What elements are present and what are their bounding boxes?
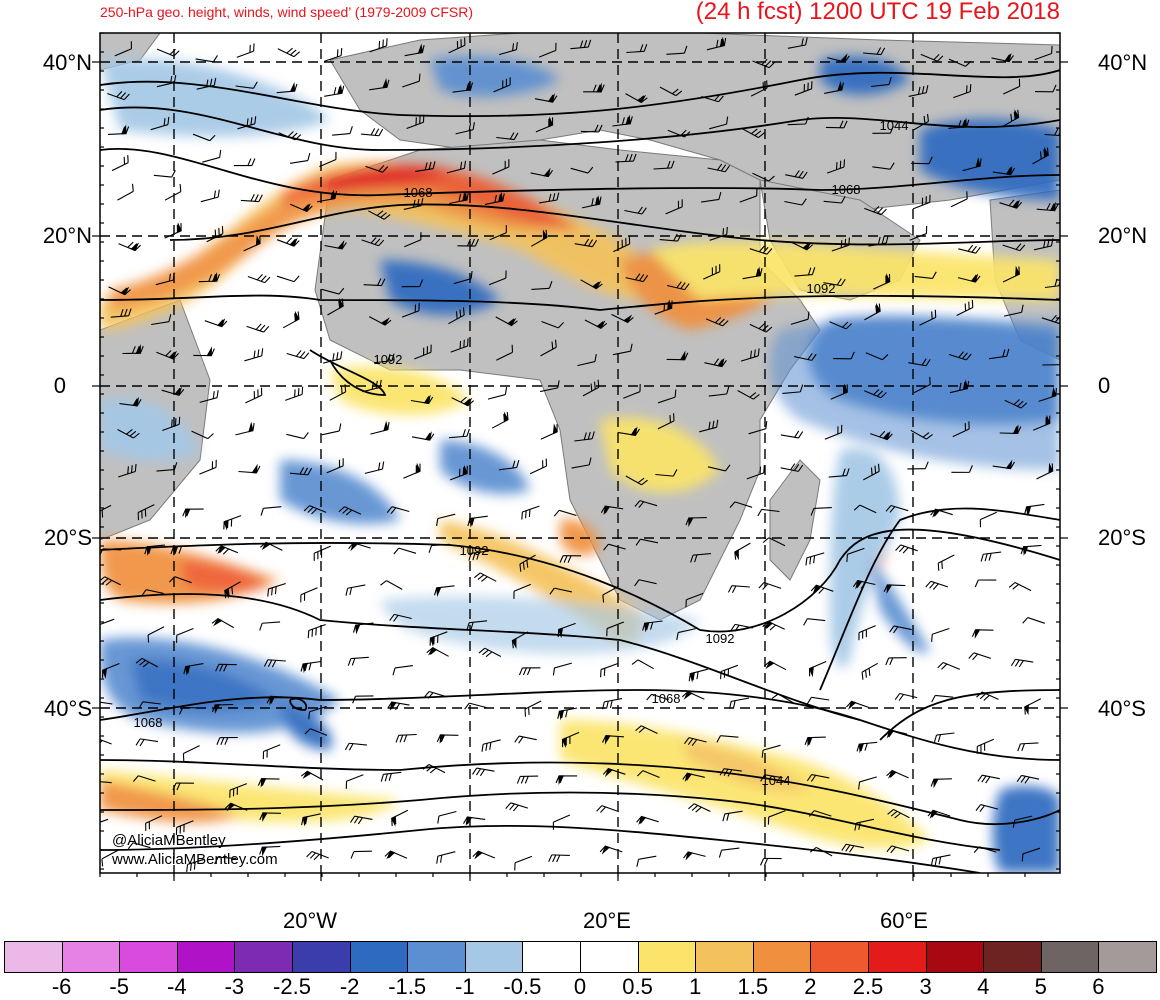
colorbar-swatch <box>407 941 466 973</box>
contour-label: 1044 <box>880 118 909 133</box>
colorbar-swatch <box>753 941 812 973</box>
colorbar-swatch <box>810 941 869 973</box>
colorbar-swatch <box>119 941 178 973</box>
colorbar-swatch <box>62 941 121 973</box>
colorbar-label: 1.5 <box>728 974 778 1000</box>
contour-label: 1092 <box>706 631 735 646</box>
lat-label-right: 40°N <box>1098 50 1147 76</box>
lat-label-right: 0 <box>1098 373 1110 399</box>
colorbar-swatch <box>465 941 524 973</box>
contour-label: 1092 <box>807 281 836 296</box>
colorbar-label: -2 <box>325 974 375 1000</box>
lat-label-left: 40°N <box>0 50 92 76</box>
colorbar-label: 2.5 <box>843 974 893 1000</box>
lat-label-left: 40°S <box>0 696 92 722</box>
map-plot-area: 1068 1092 1092 1092 1092 1068 1068 1044 … <box>88 33 1066 873</box>
colorbar-label: 1 <box>670 974 720 1000</box>
colorbar-label: -4 <box>152 974 202 1000</box>
colorbar-label: -0.5 <box>497 974 547 1000</box>
colorbar-label: 3 <box>901 974 951 1000</box>
lat-label-left: 0 <box>0 373 66 399</box>
credit-website: www.AliciaMBentley.com <box>112 851 278 868</box>
colorbar-label: -1 <box>440 974 490 1000</box>
colorbar-swatch <box>868 941 927 973</box>
colorbar-swatch <box>522 941 581 973</box>
colorbar-swatch <box>580 941 639 973</box>
lat-label-left: 20°N <box>0 223 92 249</box>
colorbar-label: 0.5 <box>613 974 663 1000</box>
lat-label-right: 40°S <box>1098 696 1146 722</box>
lat-label-right: 20°N <box>1098 223 1147 249</box>
colorbar-label: -2.5 <box>267 974 317 1000</box>
contour-label: 1068 <box>134 715 163 730</box>
colorbar-swatch <box>983 941 1042 973</box>
credit-handle: @AliciaMBentley <box>112 832 226 849</box>
colorbar-swatch <box>695 941 754 973</box>
colorbar-swatch <box>1098 941 1157 973</box>
colorbar-swatch <box>638 941 697 973</box>
lon-label: 20°W <box>283 908 337 934</box>
colorbar-swatch <box>4 941 63 973</box>
colorbar-label: -1.5 <box>382 974 432 1000</box>
colorbar-label: 4 <box>958 974 1008 1000</box>
contour-label: 1068 <box>404 185 433 200</box>
colorbar-label: 2 <box>785 974 835 1000</box>
colorbar-label: 5 <box>1016 974 1066 1000</box>
colorbar-label: -3 <box>209 974 259 1000</box>
colorbar-label: -5 <box>94 974 144 1000</box>
colorbar-label: -6 <box>37 974 87 1000</box>
colorbar-swatch <box>177 941 236 973</box>
colorbar-label: 6 <box>1073 974 1123 1000</box>
colorbar-swatch <box>350 941 409 973</box>
contour-label: 1068 <box>832 182 861 197</box>
colorbar-swatch <box>926 941 985 973</box>
colorbar-swatch <box>234 941 293 973</box>
lat-label-right: 20°S <box>1098 525 1146 551</box>
colorbar-label: 0 <box>555 974 605 1000</box>
lon-label: 20°E <box>583 908 631 934</box>
lat-label-left: 20°S <box>0 525 92 551</box>
colorbar-swatch <box>292 941 351 973</box>
lon-label: 60°E <box>880 908 928 934</box>
colorbar-swatch <box>1041 941 1100 973</box>
